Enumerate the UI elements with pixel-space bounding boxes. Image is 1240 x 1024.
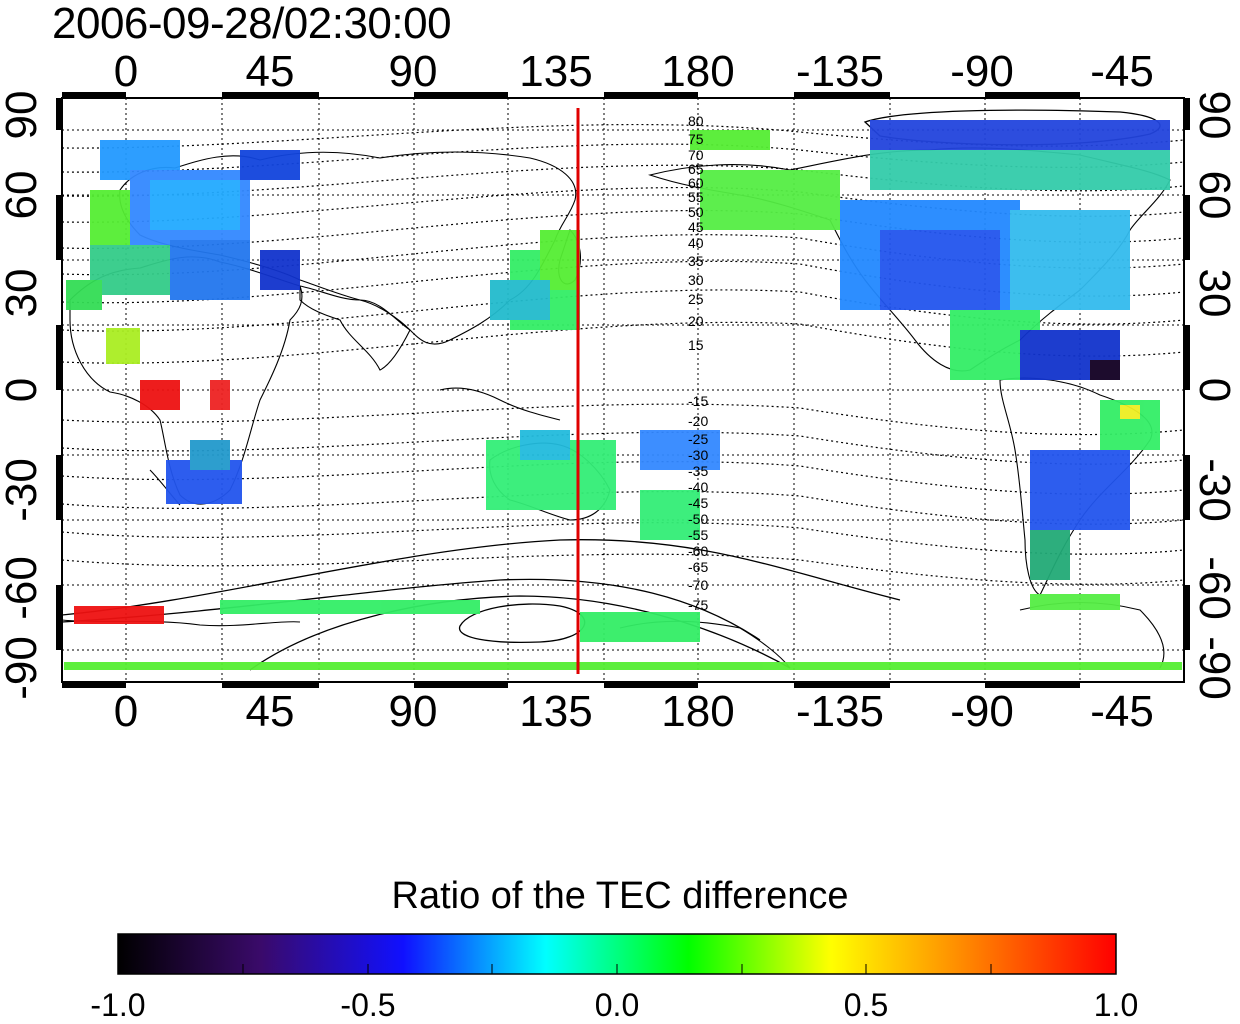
colorbar-label: 0.5	[843, 987, 889, 1023]
contour-label: 75	[688, 131, 704, 147]
bottom-lon-tick: -135	[795, 687, 885, 736]
frame-edge-bars	[56, 92, 1190, 688]
left-lat-tick: -90	[0, 636, 46, 700]
contour-label: 25	[688, 291, 704, 307]
top-lon-tick: 45	[245, 47, 295, 96]
contour-label: 65	[688, 161, 704, 177]
contour-label: 60	[688, 175, 704, 191]
colorbar-label: -0.5	[340, 987, 396, 1023]
bottom-lon-tick: 0	[113, 687, 139, 736]
left-lat-tick: 30	[0, 268, 46, 318]
colorbar-label: -1.0	[90, 987, 146, 1023]
colorbar-label: 1.0	[1093, 987, 1139, 1023]
contour-label: 80	[688, 113, 704, 129]
top-lon-tick: 135	[519, 47, 593, 96]
contour-label: -70	[688, 577, 708, 593]
contour-label: -75	[688, 597, 708, 613]
contour-label: -65	[688, 559, 708, 575]
contour-label: -60	[688, 543, 708, 559]
right-lat-tick: 90	[1190, 90, 1239, 140]
contour-label: -30	[688, 447, 708, 463]
colorbar-title: Ratio of the TEC difference	[391, 875, 849, 917]
top-lon-tick: -90	[950, 47, 1014, 96]
colorbar-label: 0.0	[594, 987, 640, 1023]
bottom-lon-tick: -45	[1090, 687, 1154, 736]
contour-label: 35	[688, 253, 704, 269]
left-lat-tick: -60	[0, 556, 46, 620]
right-lat-tick: 60	[1190, 170, 1239, 220]
tec-data-patches	[64, 120, 1182, 670]
timestamp-title: 2006-09-28/02:30:00	[52, 0, 452, 48]
contour-label: -35	[688, 463, 708, 479]
contour-label: -25	[688, 431, 708, 447]
left-lat-tick: 0	[0, 377, 46, 403]
contour-label: -15	[688, 393, 708, 409]
right-lat-tick: -30	[1190, 458, 1239, 522]
bottom-lon-tick: 90	[388, 687, 438, 736]
contour-label: 30	[688, 272, 704, 288]
contour-label: 15	[688, 337, 704, 353]
contour-label: -20	[688, 413, 708, 429]
top-lon-tick: -45	[1090, 47, 1154, 96]
contour-label: 70	[688, 147, 704, 163]
bottom-lon-tick: 45	[245, 687, 295, 736]
contour-label: -40	[688, 479, 708, 495]
contour-label: 50	[688, 204, 704, 220]
top-lon-tick: 180	[661, 47, 735, 96]
top-lon-tick: 90	[388, 47, 438, 96]
right-lat-tick: -90	[1190, 636, 1239, 700]
contour-label: 40	[688, 235, 704, 251]
right-lat-tick: -60	[1190, 556, 1239, 620]
contour-label: 20	[688, 313, 704, 329]
left-lat-tick: 60	[0, 170, 46, 220]
contour-label: 55	[688, 189, 704, 205]
contour-label: -50	[688, 511, 708, 527]
bottom-lon-tick: 135	[519, 687, 593, 736]
bottom-lon-tick: -90	[950, 687, 1014, 736]
right-lat-tick: 30	[1190, 268, 1239, 318]
contour-label: -55	[688, 527, 708, 543]
bottom-lon-tick: 180	[661, 687, 735, 736]
left-lat-tick: 90	[0, 90, 46, 140]
contour-label: -45	[688, 495, 708, 511]
top-lon-tick: 0	[113, 47, 139, 96]
left-lat-tick: -30	[0, 458, 46, 522]
right-lat-tick: 0	[1190, 377, 1239, 403]
top-lon-tick: -135	[795, 47, 885, 96]
contour-label: 45	[688, 219, 704, 235]
